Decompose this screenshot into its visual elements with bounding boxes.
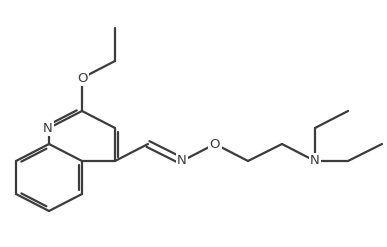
Text: N: N <box>43 122 53 135</box>
Text: O: O <box>77 71 87 84</box>
Text: O: O <box>210 138 220 150</box>
Text: N: N <box>177 155 187 167</box>
Text: N: N <box>310 155 320 167</box>
